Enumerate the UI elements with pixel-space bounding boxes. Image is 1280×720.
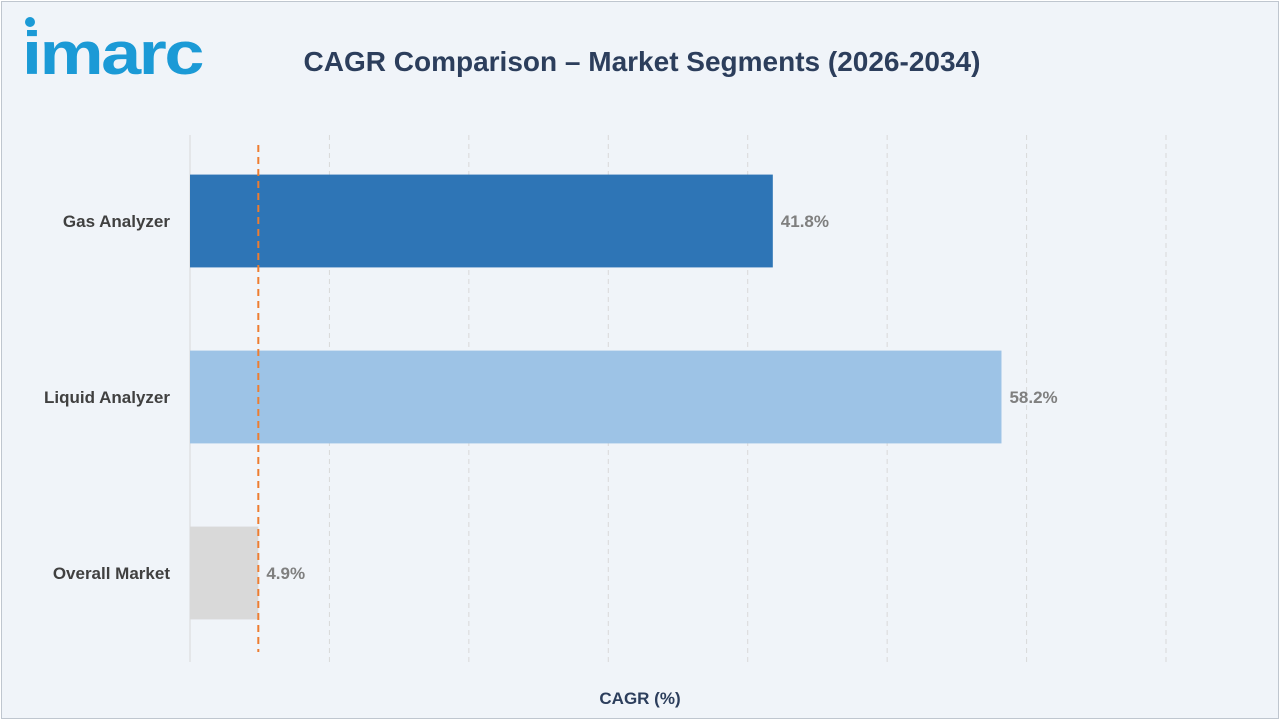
bar [190, 526, 259, 620]
value-label: 4.9% [266, 564, 305, 583]
bars: Gas Analyzer 41.8% Liquid Analyzer 58.2% Ove… [44, 174, 1058, 620]
chart-title: CAGR Comparison – Market Segments (2026-… [303, 46, 981, 77]
bar [190, 350, 1002, 444]
category-label: Overall Market [53, 564, 171, 583]
value-label: 58.2% [1009, 388, 1057, 407]
logo-text: imarc [22, 20, 203, 86]
value-label: 41.8% [781, 212, 829, 231]
category-label: Gas Analyzer [63, 212, 170, 231]
bar [190, 174, 773, 268]
imarc-logo: imarc [22, 17, 205, 86]
x-axis-title: CAGR (%) [599, 689, 680, 708]
category-label: Liquid Analyzer [44, 388, 170, 407]
